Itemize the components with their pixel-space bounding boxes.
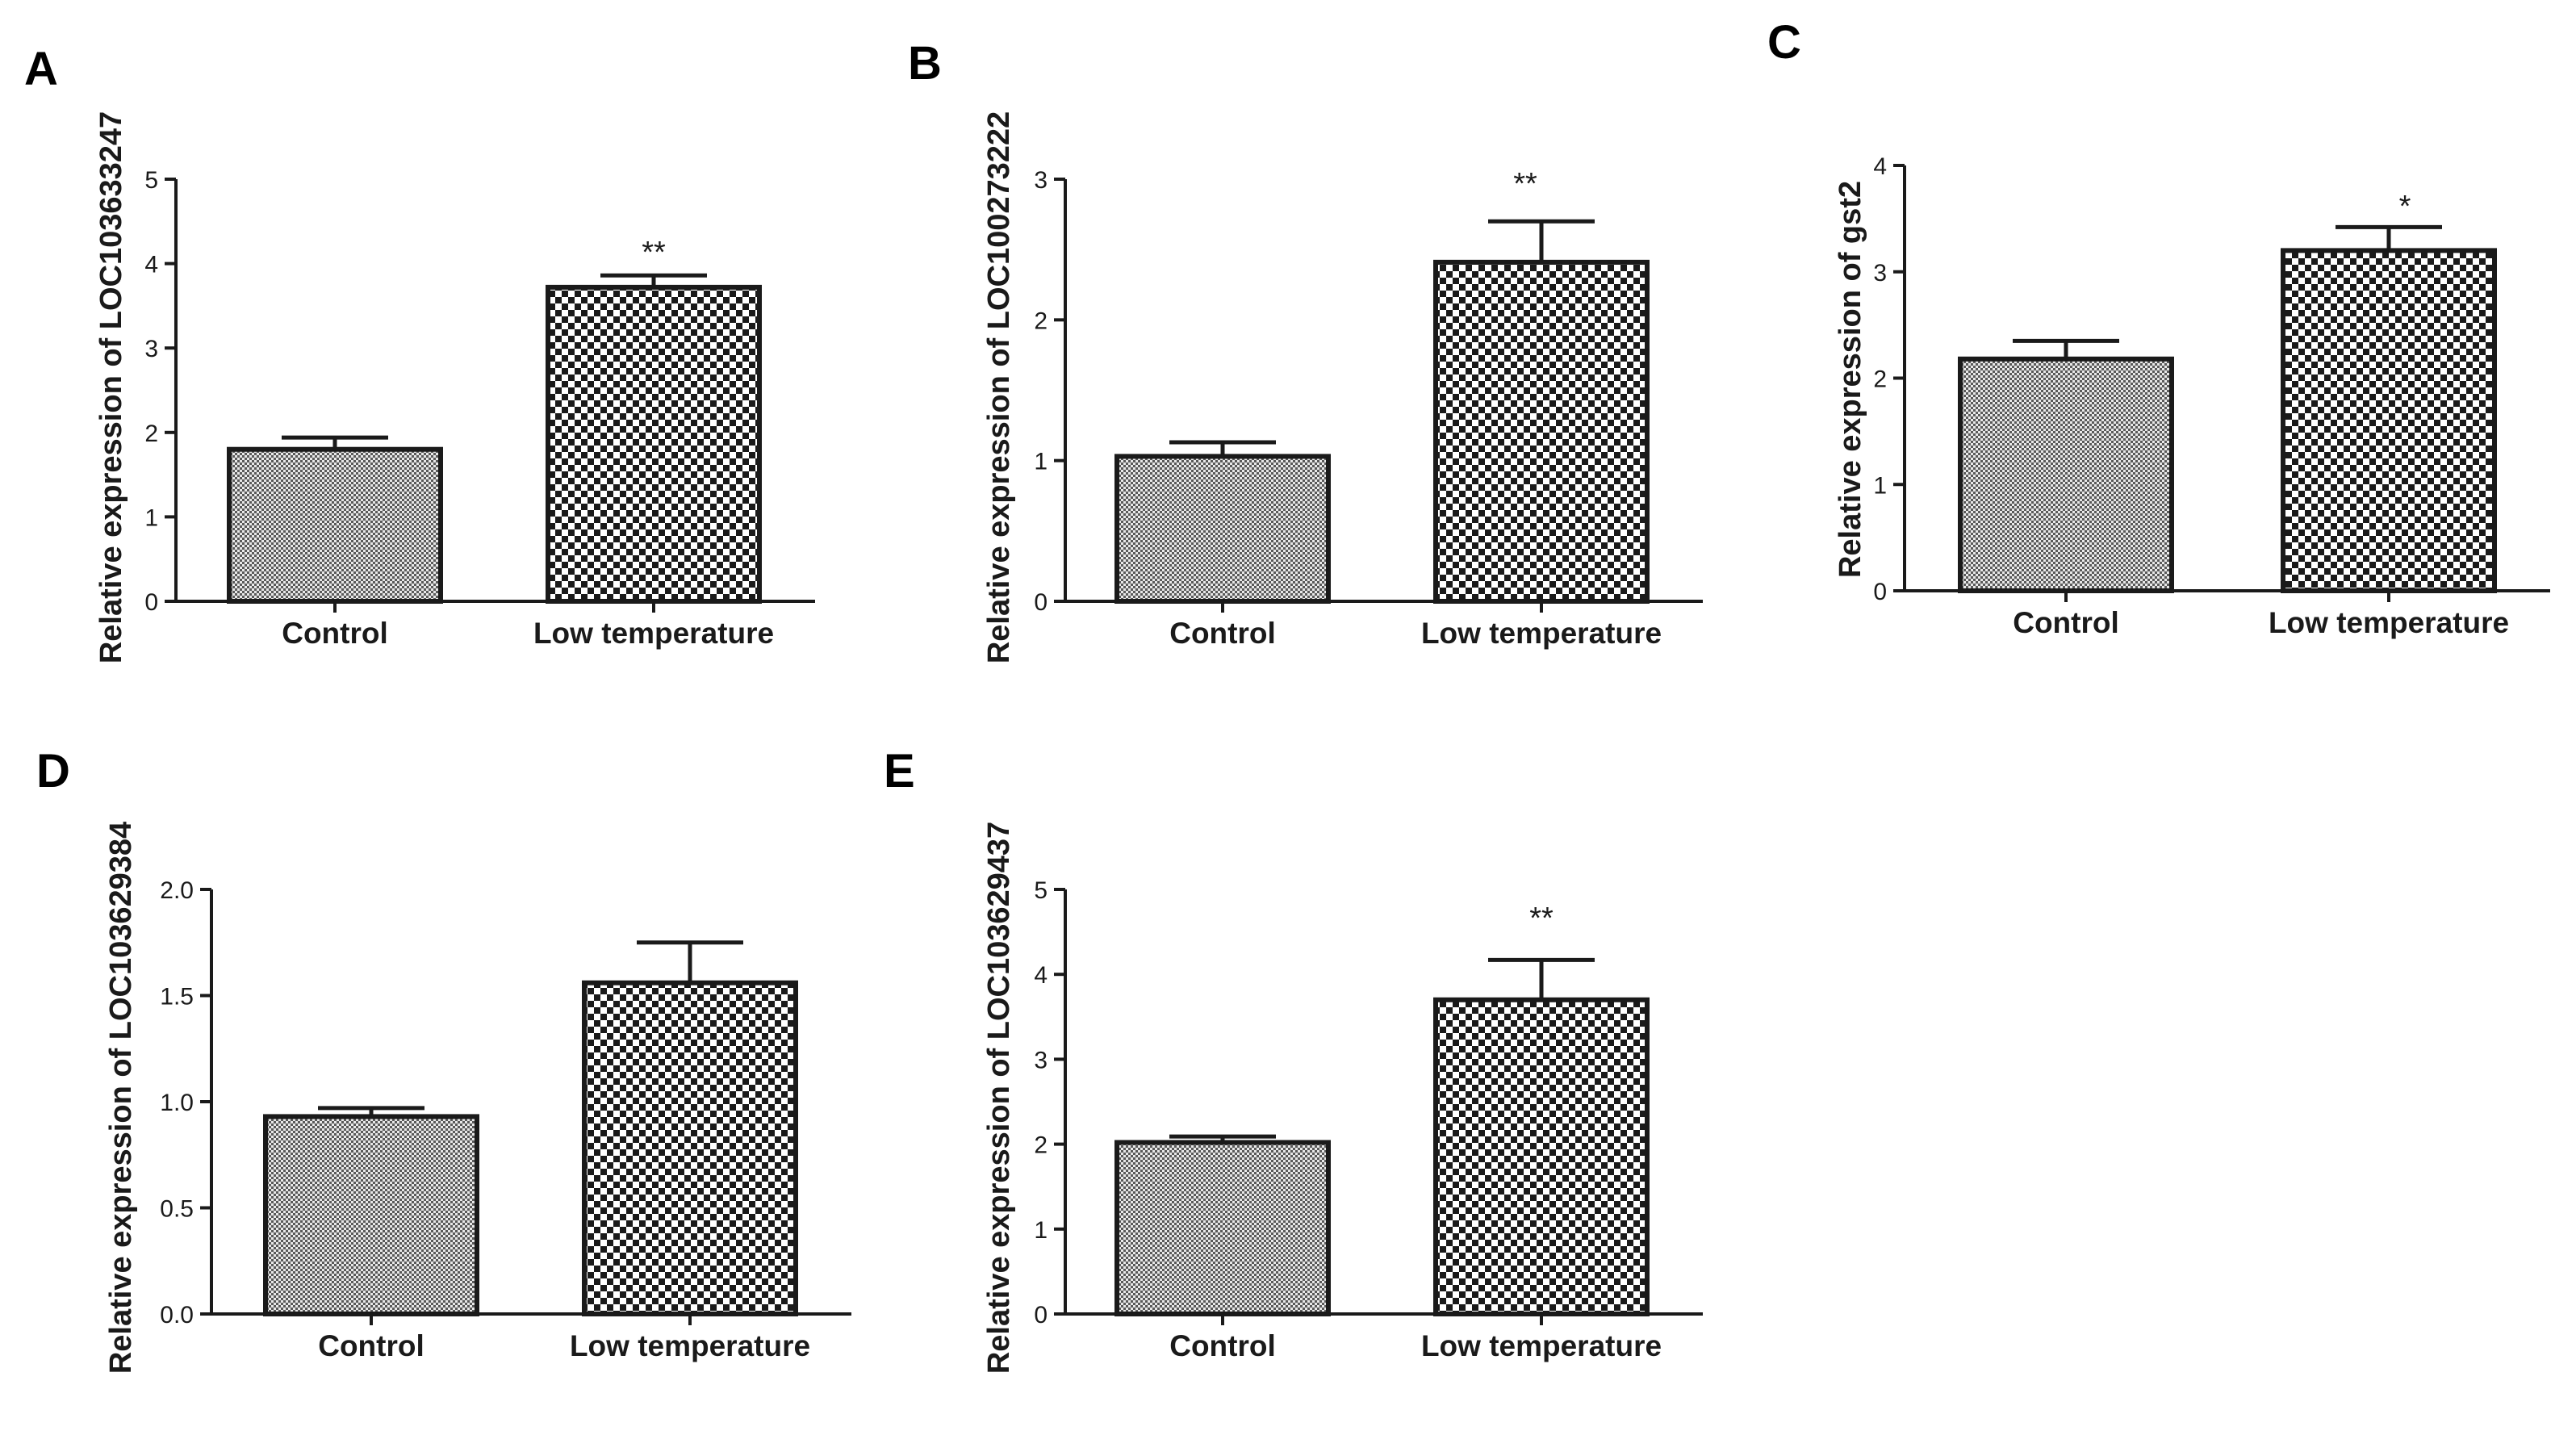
- y-axis-label: Relative expression of gst2: [1834, 181, 1867, 578]
- y-tick-label: 5: [144, 167, 158, 194]
- panel-letter: B: [908, 37, 942, 90]
- bar-control: [263, 1114, 479, 1317]
- x-tick-label-low-temperature: Low temperature: [2269, 606, 2509, 639]
- y-axis-label: Relative expression of LOC103629384: [104, 822, 138, 1374]
- panel-letter: E: [884, 745, 915, 797]
- panel-b: B Relative expression of LOC100273222 Co…: [908, 37, 1703, 663]
- bar-low-temperature: [582, 980, 798, 1316]
- x-tick-label-low-temperature: Low temperature: [570, 1329, 810, 1362]
- y-tick-label: 1.0: [160, 1090, 194, 1116]
- y-tick-label: 0: [144, 589, 158, 616]
- y-tick-label: 1.5: [160, 984, 194, 1010]
- y-tick-label: 2: [144, 421, 158, 447]
- y-tick-label: 0: [1034, 589, 1048, 616]
- panel-letter: C: [1767, 16, 1801, 69]
- bar-low-temperature: [2281, 248, 2497, 593]
- panel-letter: A: [24, 43, 58, 95]
- bar-low-temperature: [546, 284, 762, 604]
- x-tick-label-control: Control: [2013, 606, 2119, 639]
- y-tick-label: 3: [1034, 167, 1048, 194]
- bar-control: [1958, 356, 2174, 593]
- significance-marker: **: [1529, 902, 1554, 935]
- y-axis-label: Relative expression of LOC100273222: [982, 111, 1016, 663]
- x-tick-label-low-temperature: Low temperature: [1421, 1329, 1662, 1362]
- bar-low-temperature: [1433, 259, 1650, 604]
- y-tick-label: 4: [1034, 962, 1048, 989]
- significance-marker: *: [2399, 190, 2411, 224]
- panel-a: A Relative expression of LOC103633247 Co…: [24, 43, 815, 663]
- y-tick-label: 3: [1034, 1047, 1048, 1073]
- y-tick-label: 0.5: [160, 1196, 194, 1223]
- x-tick-label-low-temperature: Low temperature: [533, 617, 774, 650]
- bar-low-temperature: [1433, 997, 1650, 1316]
- significance-marker: **: [642, 236, 666, 270]
- y-tick-label: 1: [144, 504, 158, 531]
- y-axis-label: Relative expression of LOC103629437: [982, 822, 1016, 1374]
- y-tick-label: 1: [1873, 472, 1887, 499]
- bar-control: [1114, 1140, 1331, 1316]
- panel-d: D Relative expression of LOC103629384 Co…: [36, 745, 851, 1374]
- y-tick-label: 1: [1034, 1217, 1048, 1244]
- y-tick-label: 4: [1873, 153, 1887, 180]
- y-tick-label: 2: [1034, 308, 1048, 334]
- y-tick-label: 1: [1034, 449, 1048, 475]
- y-tick-label: 0: [1873, 579, 1887, 605]
- y-tick-label: 5: [1034, 877, 1048, 904]
- panel-letter: D: [36, 745, 70, 797]
- y-tick-label: 0: [1034, 1302, 1048, 1328]
- x-tick-label-control: Control: [282, 617, 388, 650]
- x-tick-label-control: Control: [1169, 1329, 1276, 1362]
- panel-c: C Relative expression of gst2 Control Lo…: [1767, 16, 2550, 639]
- y-tick-label: 3: [144, 336, 158, 362]
- y-tick-label: 2: [1873, 366, 1887, 393]
- y-tick-label: 0.0: [160, 1302, 194, 1328]
- y-axis-label: Relative expression of LOC103633247: [94, 111, 128, 663]
- panel-e: E Relative expression of LOC103629437 Co…: [884, 745, 1703, 1374]
- y-tick-label: 3: [1873, 260, 1887, 287]
- bar-control: [227, 446, 443, 604]
- y-tick-label: 4: [144, 252, 158, 278]
- bar-control: [1114, 454, 1331, 604]
- y-tick-label: 2.0: [160, 877, 194, 904]
- x-tick-label-control: Control: [1169, 617, 1276, 650]
- x-tick-label-control: Control: [318, 1329, 424, 1362]
- significance-marker: **: [1513, 167, 1537, 201]
- x-tick-label-low-temperature: Low temperature: [1421, 617, 1662, 650]
- y-tick-label: 2: [1034, 1132, 1048, 1159]
